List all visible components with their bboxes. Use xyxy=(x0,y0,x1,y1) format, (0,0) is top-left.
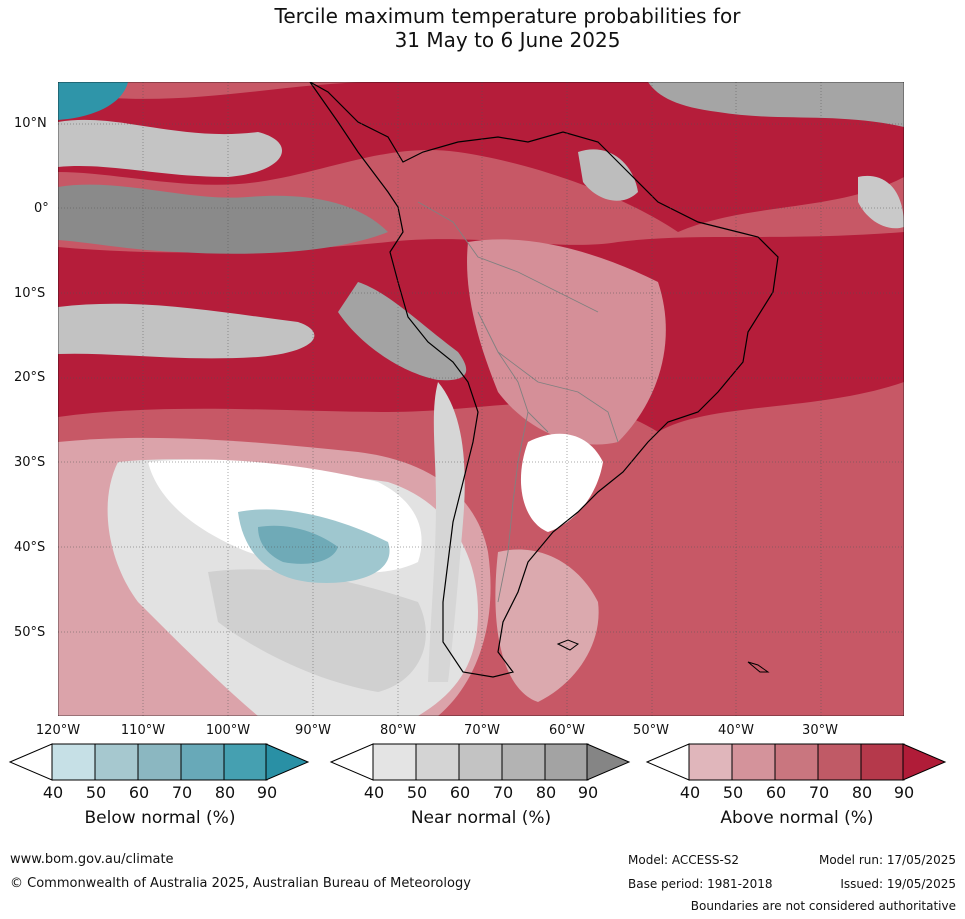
legend-swatch xyxy=(774,743,819,781)
lon-label-120w: 120°W xyxy=(35,723,81,738)
probability-map xyxy=(58,82,904,716)
legend-tick: 90 xyxy=(577,783,599,802)
footer-disclaimer: Boundaries are not considered authoritat… xyxy=(690,899,956,913)
footer-model: Model: ACCESS-S2 xyxy=(628,853,740,867)
legend-near-normal xyxy=(329,743,631,781)
legend-swatch xyxy=(223,743,268,781)
country-borders xyxy=(417,201,619,603)
footer-website: www.bom.gov.au/climate xyxy=(10,852,174,867)
lat-label-30s: 30°S xyxy=(14,455,46,470)
legend-swatch xyxy=(860,743,905,781)
lon-label-30w: 30°W xyxy=(802,723,838,738)
title-line-2: 31 May to 6 June 2025 xyxy=(394,28,621,52)
south-america-coastline xyxy=(309,82,779,678)
legend-below-normal-arrow-left xyxy=(8,743,53,781)
lon-label-50w: 50°W xyxy=(633,723,669,738)
legend-above-normal-title: Above normal (%) xyxy=(720,808,874,828)
footer-copyright: © Commonwealth of Australia 2025, Austra… xyxy=(10,876,471,891)
lat-label-10n: 10°N xyxy=(14,116,47,131)
legend-swatch xyxy=(688,743,733,781)
legend-swatch xyxy=(544,743,589,781)
map-title: Tercile maximum temperature probabilitie… xyxy=(0,4,965,52)
region-near-grey-east-pacific xyxy=(58,184,388,254)
lon-label-70w: 70°W xyxy=(464,723,500,738)
legend-below-normal xyxy=(8,743,310,781)
footer-base-period: Base period: 1981-2018 xyxy=(628,877,773,891)
legend-near-normal-arrow-left xyxy=(329,743,374,781)
legend-tick: 50 xyxy=(406,783,428,802)
legend-tick: 50 xyxy=(722,783,744,802)
region-near-grey-andes xyxy=(428,382,465,682)
legend-swatch xyxy=(817,743,862,781)
lat-label-50s: 50°S xyxy=(14,625,46,640)
legend-tick: 70 xyxy=(171,783,193,802)
legend-tick: 40 xyxy=(679,783,701,802)
region-above-50-atlantic xyxy=(495,549,599,702)
region-below-normal-core xyxy=(258,525,338,564)
lon-label-40w: 40°W xyxy=(718,723,754,738)
graticule xyxy=(58,82,904,716)
legend-swatch xyxy=(458,743,503,781)
title-line-1: Tercile maximum temperature probabilitie… xyxy=(274,4,741,28)
falkland-islands xyxy=(556,639,580,651)
region-near-grey-north-atlantic xyxy=(648,82,904,127)
lon-label-60w: 60°W xyxy=(549,723,585,738)
legend-tick: 40 xyxy=(363,783,385,802)
lon-label-90w: 90°W xyxy=(295,723,331,738)
legend-tick: 70 xyxy=(808,783,830,802)
legend-above-normal-arrow-right xyxy=(902,743,947,781)
region-above-50-brazil xyxy=(467,239,666,445)
legend-near-normal-arrow-right xyxy=(586,743,631,781)
legend-swatch xyxy=(415,743,460,781)
region-near-grey-peru xyxy=(338,282,467,381)
legend-tick: 90 xyxy=(893,783,915,802)
legend-below-normal-swatches xyxy=(51,743,268,781)
lat-label-10s: 10°S xyxy=(14,286,46,301)
legend-tick: 50 xyxy=(85,783,107,802)
region-near-mid-south xyxy=(208,569,426,692)
legend-swatch xyxy=(501,743,546,781)
region-near-grey-light-pacific xyxy=(58,119,282,177)
legend-near-normal-title: Near normal (%) xyxy=(410,808,552,828)
legend-swatch xyxy=(731,743,776,781)
region-near-grey-guiana xyxy=(578,149,638,201)
legend-tick: 80 xyxy=(851,783,873,802)
region-above-90-north xyxy=(58,82,904,232)
legend-above-normal-swatches xyxy=(688,743,905,781)
footer-model-run: Model run: 17/05/2025 xyxy=(818,853,956,867)
lon-label-100w: 100°W xyxy=(205,723,251,738)
region-near-grey-east-atlantic xyxy=(858,175,904,229)
legend-above-normal-arrow-left xyxy=(645,743,690,781)
legend-near-normal-swatches xyxy=(372,743,589,781)
lon-label-110w: 110°W xyxy=(120,723,166,738)
region-below-normal-caribbean-corner xyxy=(58,82,128,120)
legend-tick: 80 xyxy=(535,783,557,802)
legend-swatch xyxy=(94,743,139,781)
lat-label-20s: 20°S xyxy=(14,370,46,385)
footer-issued: Issued: 19/05/2025 xyxy=(840,877,956,891)
legend-tick: 70 xyxy=(492,783,514,802)
legend-tick: 60 xyxy=(765,783,787,802)
lon-label-80w: 80°W xyxy=(380,723,416,738)
legend-swatch xyxy=(51,743,96,781)
legend-above-normal xyxy=(645,743,947,781)
region-near-grey-subtropic xyxy=(58,303,315,359)
legend-tick: 80 xyxy=(214,783,236,802)
legend-below-normal-title: Below normal (%) xyxy=(84,808,236,828)
south-georgia xyxy=(747,661,770,673)
lat-label-0: 0° xyxy=(34,201,49,216)
legend-tick: 60 xyxy=(128,783,150,802)
legend-tick: 90 xyxy=(256,783,278,802)
legend-tick: 60 xyxy=(449,783,471,802)
legend-below-normal-arrow-right xyxy=(265,743,310,781)
legend-swatch xyxy=(137,743,182,781)
legend-tick: 40 xyxy=(42,783,64,802)
lat-label-40s: 40°S xyxy=(14,540,46,555)
legend-swatch xyxy=(180,743,225,781)
legend-swatch xyxy=(372,743,417,781)
